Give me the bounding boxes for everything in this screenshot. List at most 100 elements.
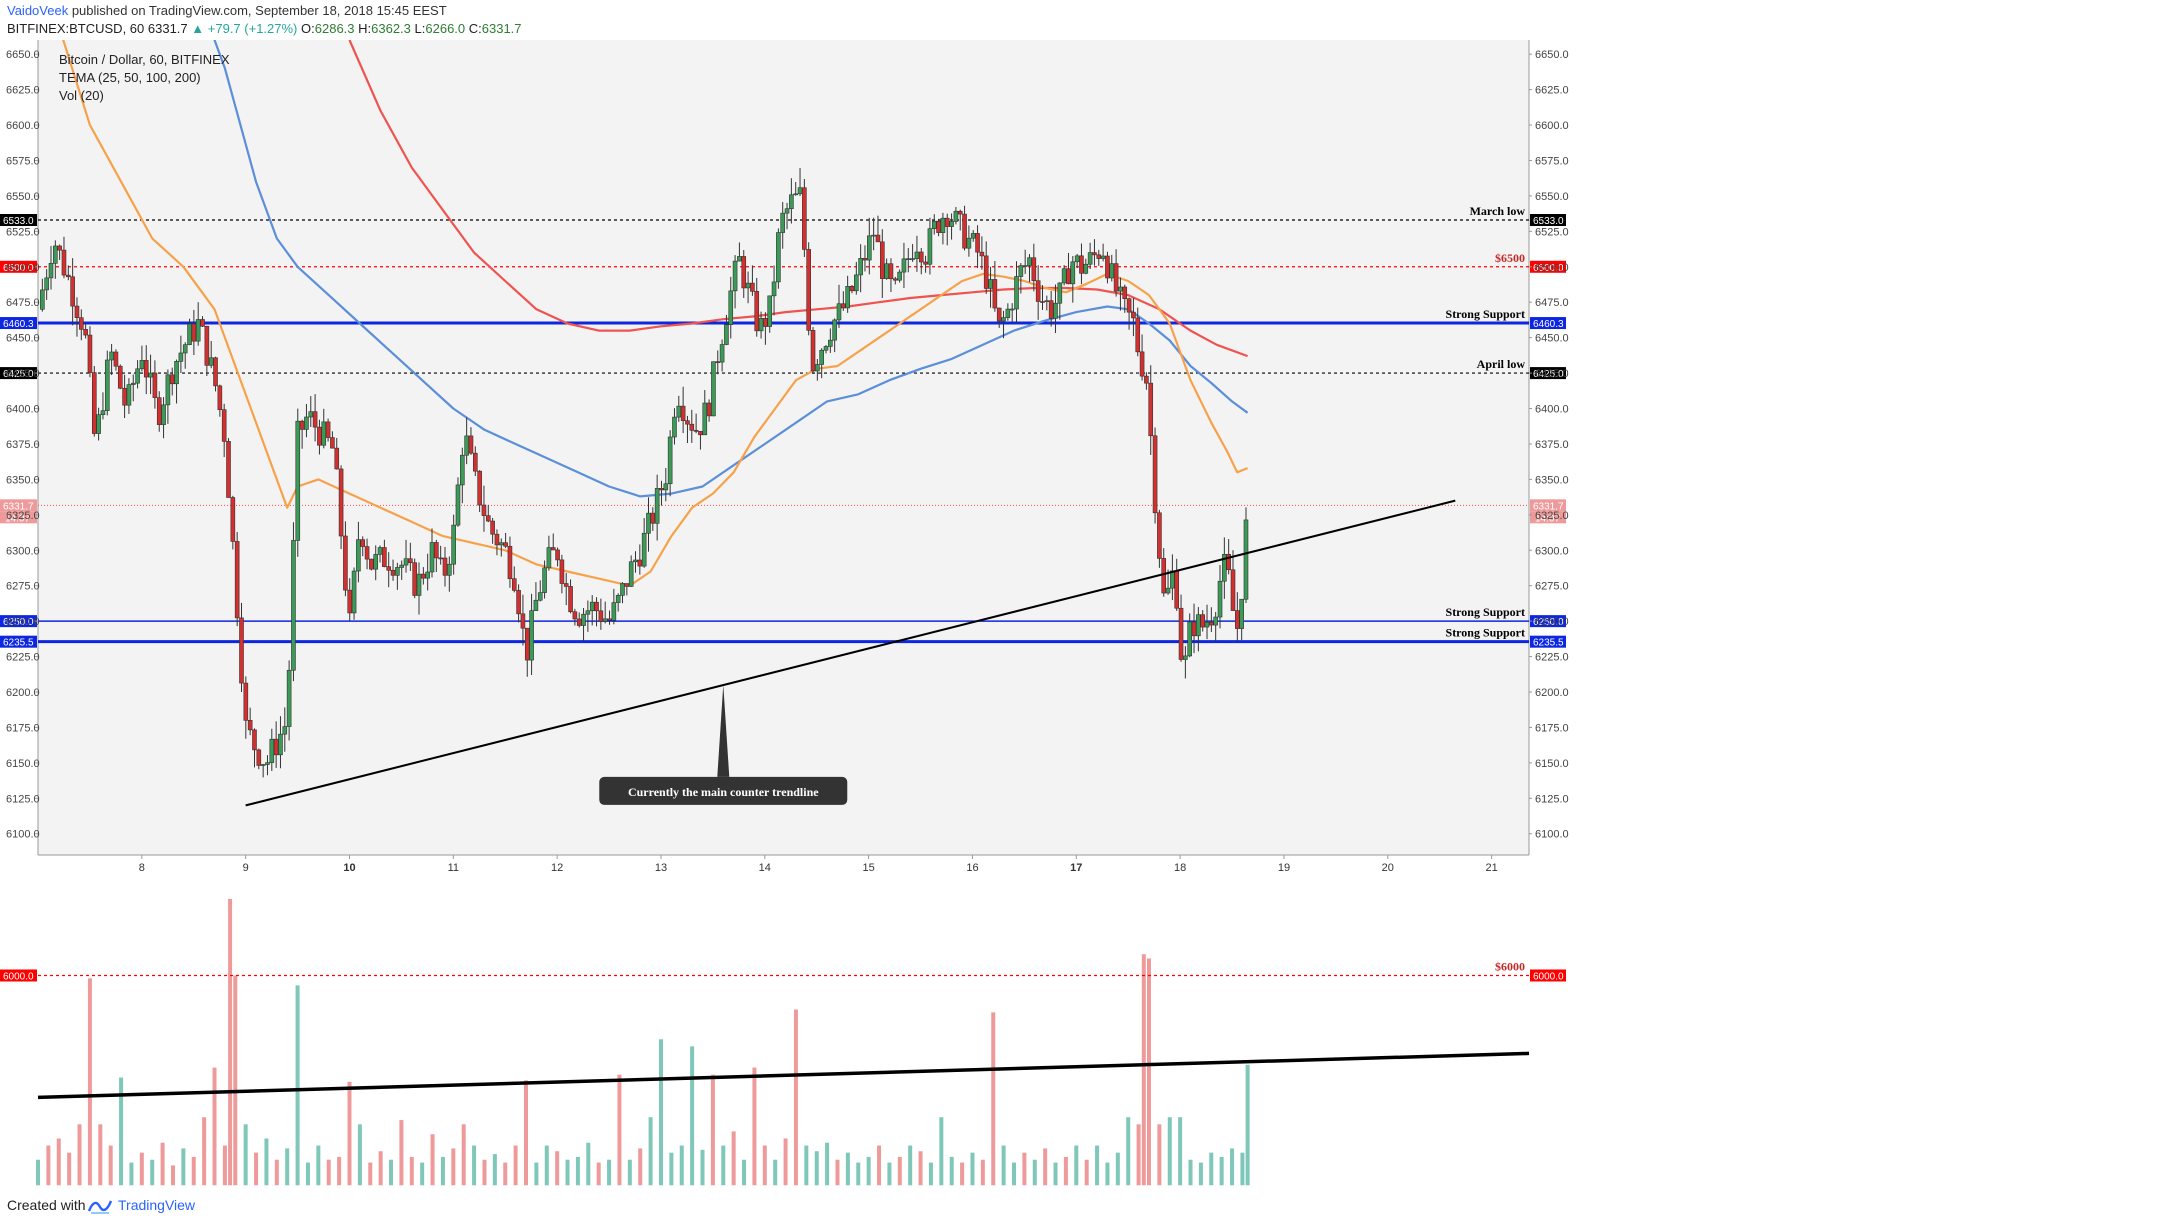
candle-up	[377, 547, 383, 555]
level-tag-left-text: 6460.3	[3, 319, 34, 330]
candle-down	[563, 583, 569, 587]
volume-bar-up	[285, 1148, 290, 1186]
candle-down	[1105, 255, 1110, 279]
level-label: $6500	[1495, 251, 1525, 265]
candle-down	[637, 559, 643, 567]
right-price-axis[interactable]	[1529, 40, 1573, 855]
price-tick-label-left: 6150.0	[6, 758, 40, 770]
candle-down	[343, 535, 348, 591]
candle-down	[849, 286, 855, 292]
candle-up	[737, 256, 742, 262]
candle-down	[879, 241, 885, 279]
created-with-label: Created with	[7, 1197, 86, 1213]
level-tag-left	[0, 615, 37, 628]
candle-down	[1200, 614, 1205, 628]
candle-down	[312, 411, 318, 428]
candle-down	[477, 470, 482, 506]
candle-down	[892, 278, 898, 281]
candle-down	[810, 330, 816, 372]
candle-down	[1144, 375, 1149, 384]
volume-bar-up	[856, 1162, 861, 1186]
candle-up	[970, 233, 976, 239]
volume-bar-down	[461, 1124, 466, 1186]
volume-bar-down	[1022, 1152, 1027, 1186]
volume-bar-down	[451, 1148, 456, 1186]
volume-bar-down	[139, 1152, 144, 1186]
price-tick-label-right: 6175.0	[1535, 722, 1569, 734]
plot-area[interactable]	[38, 40, 1529, 855]
tradingview-link[interactable]: TradingView	[118, 1197, 196, 1213]
annotation-callout[interactable]	[599, 776, 848, 805]
candle-up	[291, 540, 296, 671]
candle-down	[1135, 317, 1141, 353]
volume-bar-down	[783, 1138, 788, 1186]
candle-down	[975, 233, 980, 253]
level-label: $6000	[1495, 959, 1525, 973]
candle-up	[1196, 614, 1201, 637]
candle-down	[1040, 301, 1045, 303]
candle-down	[169, 374, 175, 385]
volume-bar-up	[150, 1159, 155, 1186]
volume-bar-up	[295, 985, 300, 1186]
time-tick-label: 18	[1174, 862, 1186, 874]
candle-down	[360, 539, 366, 547]
volume-bar-up	[1126, 1117, 1131, 1186]
volume-bar-up	[1240, 1152, 1245, 1186]
left-price-axis[interactable]	[0, 40, 38, 855]
candle-up	[260, 764, 266, 766]
candle-down	[607, 618, 612, 621]
candle-down	[936, 220, 941, 233]
candle-down	[78, 317, 84, 330]
candle-up	[931, 220, 937, 230]
candle-up	[165, 374, 171, 406]
candle-up	[1070, 261, 1076, 285]
volume-bar-up	[690, 1046, 695, 1186]
candle-up	[278, 733, 283, 756]
candle-up	[776, 232, 781, 283]
volume-trendline[interactable]	[37, 1051, 1530, 1100]
level-tag-right	[1530, 214, 1566, 227]
candle-up	[901, 258, 907, 273]
candle-up	[1044, 300, 1050, 302]
price-chart[interactable]: March low 6533.0 6533.0 $6500 6500.0 6500.0 St…	[0, 40, 2173, 1188]
level-tag-right	[1530, 317, 1566, 330]
level-tag-left	[0, 969, 37, 982]
candle-up	[399, 564, 404, 568]
candle-up	[910, 258, 915, 260]
volume-bar-up	[36, 1159, 40, 1186]
price-tick-label-right: 6625.0	[1535, 85, 1569, 97]
volume-bar-up	[679, 1145, 684, 1186]
price-tick-label-right: 6525.0	[1535, 226, 1569, 238]
candle-up	[174, 361, 179, 385]
volume-bar-down	[77, 1124, 82, 1186]
candle-down	[1113, 263, 1119, 292]
publisher-line: VaidoVeek published on TradingView.com, …	[7, 3, 447, 18]
candle-up	[585, 610, 591, 615]
volume-bar-up	[773, 1159, 778, 1186]
price-tick-label-right: 6275.0	[1535, 581, 1569, 593]
candle-up	[1057, 282, 1063, 304]
volume-bar-down	[430, 1134, 435, 1186]
ohlc-close-label: C:	[468, 21, 482, 36]
price-tick-label-left: 6425.0	[6, 368, 40, 380]
author-link[interactable]: VaidoVeek	[7, 3, 69, 18]
candle-up	[425, 571, 430, 579]
candle-down	[1031, 257, 1037, 282]
candle-up	[1018, 265, 1024, 277]
volume-bar-down	[513, 1145, 518, 1186]
candle-down	[412, 562, 417, 596]
level-tag-right	[1530, 969, 1566, 982]
price-trendline[interactable]	[245, 499, 1456, 807]
price-tick-label-left: 6475.0	[6, 297, 40, 309]
time-tick-label: 8	[139, 862, 145, 874]
volume-bar-up	[1219, 1156, 1224, 1186]
candle-up	[161, 404, 166, 425]
candle-up	[771, 281, 777, 297]
volume-bar-up	[316, 1145, 321, 1186]
volume-bar-down	[482, 1159, 487, 1186]
time-tick-label: 13	[655, 862, 667, 874]
ohlc-close-value: 6331.7	[481, 21, 522, 36]
candle-up	[447, 563, 452, 576]
candle-up	[789, 194, 794, 210]
candle-up	[711, 361, 716, 417]
